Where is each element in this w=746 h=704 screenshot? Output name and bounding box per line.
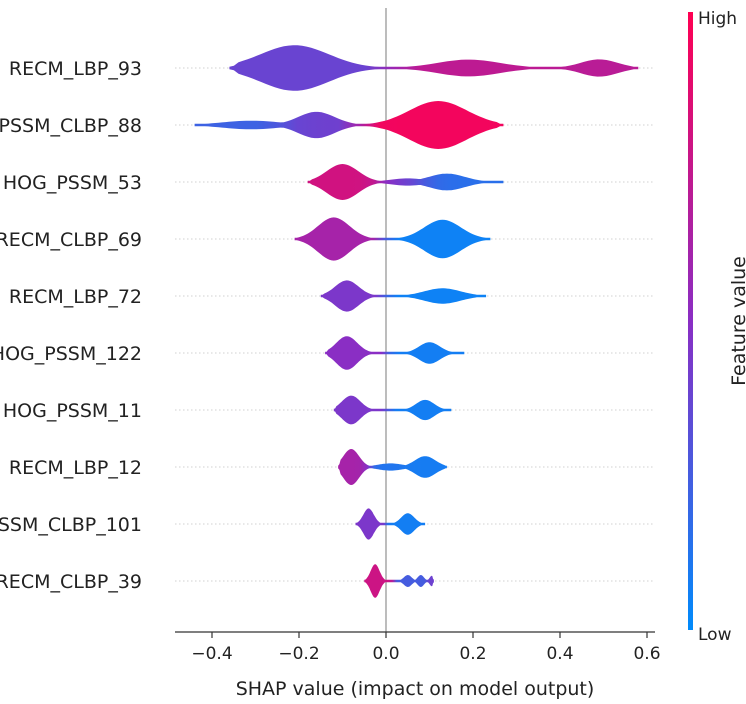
violin-RECM_LBP_72	[320, 280, 487, 312]
violins	[194, 45, 639, 598]
feature-label: HOG_PSSM_53	[3, 172, 142, 194]
colorbar	[688, 12, 693, 630]
x-tick-label: −0.2	[278, 644, 319, 664]
x-tick-label: 0.2	[459, 644, 486, 664]
violin-PSSM_CLBP_101	[355, 508, 426, 540]
x-tick-label: −0.4	[191, 644, 232, 664]
feature-label: PSSM_CLBP_101	[0, 514, 142, 536]
feature-label: PSSM_CLBP_88	[0, 115, 142, 137]
feature-label: RECM_CLBP_39	[0, 571, 142, 593]
x-tick-label: 0.4	[546, 644, 573, 664]
x-ticks: −0.4 −0.2 0.0 0.2 0.4 0.6	[191, 632, 661, 664]
colorbar-low-label: Low	[698, 625, 732, 645]
violin-HOG_PSSM_11	[333, 395, 452, 425]
violin-HOG_PSSM_53	[307, 164, 504, 200]
feature-labels: RECM_LBP_93 PSSM_CLBP_88 HOG_PSSM_53 RECM_C…	[0, 58, 142, 593]
violin-PSSM_CLBP_88	[194, 101, 504, 149]
feature-label: RECM_LBP_12	[9, 457, 142, 479]
feature-label: HOG_PSSM_11	[3, 400, 142, 422]
row-gridlines	[175, 67, 655, 582]
colorbar-title: Feature value	[728, 256, 746, 386]
violin-RECM_LBP_93	[229, 45, 639, 91]
x-axis-label: SHAP value (impact on model output)	[236, 678, 595, 700]
x-tick-label: 0.0	[372, 644, 399, 664]
violin-RECM_CLBP_69	[294, 217, 491, 261]
violin-HOG_PSSM_122	[325, 336, 465, 370]
colorbar-high-label: High	[698, 9, 737, 29]
x-tick-label: 0.6	[633, 644, 660, 664]
feature-label: RECM_CLBP_69	[0, 229, 142, 251]
feature-label: RECM_LBP_93	[9, 58, 142, 80]
feature-label: HOG_PSSM_122	[0, 343, 142, 365]
violin-RECM_LBP_12	[338, 449, 447, 485]
feature-label: RECM_LBP_72	[9, 286, 142, 308]
violin-RECM_CLBP_39	[364, 564, 434, 598]
